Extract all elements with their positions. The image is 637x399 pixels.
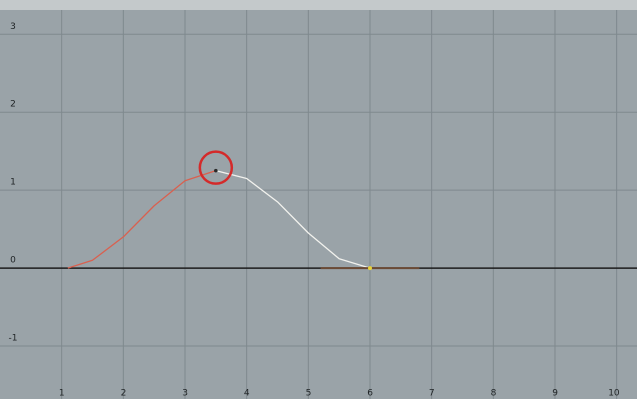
background	[0, 0, 637, 399]
x-tick-label: 5	[306, 389, 312, 399]
page: 12345678910-10123 (() => { const data = …	[0, 0, 637, 399]
key-point	[214, 169, 218, 173]
x-tick-label: 8	[491, 389, 497, 399]
x-tick-label: 6	[367, 389, 373, 399]
x-tick-label: 4	[244, 389, 250, 399]
y-tick-label: 2	[10, 100, 16, 110]
x-tick-label: 10	[608, 389, 620, 399]
x-tick-label: 3	[182, 389, 188, 399]
key-point	[368, 266, 372, 270]
x-tick-label: 7	[429, 389, 435, 399]
x-tick-label: 2	[121, 389, 127, 399]
x-tick-label: 9	[552, 389, 558, 399]
y-tick-label: -1	[9, 334, 18, 344]
y-tick-label: 1	[10, 178, 16, 188]
x-tick-label: 1	[59, 389, 65, 399]
graph-editor: 1 2 3 4 5 6 7 8 9 10 -1 0 1 2 3	[0, 0, 637, 399]
top-strip	[0, 0, 637, 10]
y-tick-label: 0	[10, 256, 16, 266]
y-tick-label: 3	[10, 22, 16, 32]
